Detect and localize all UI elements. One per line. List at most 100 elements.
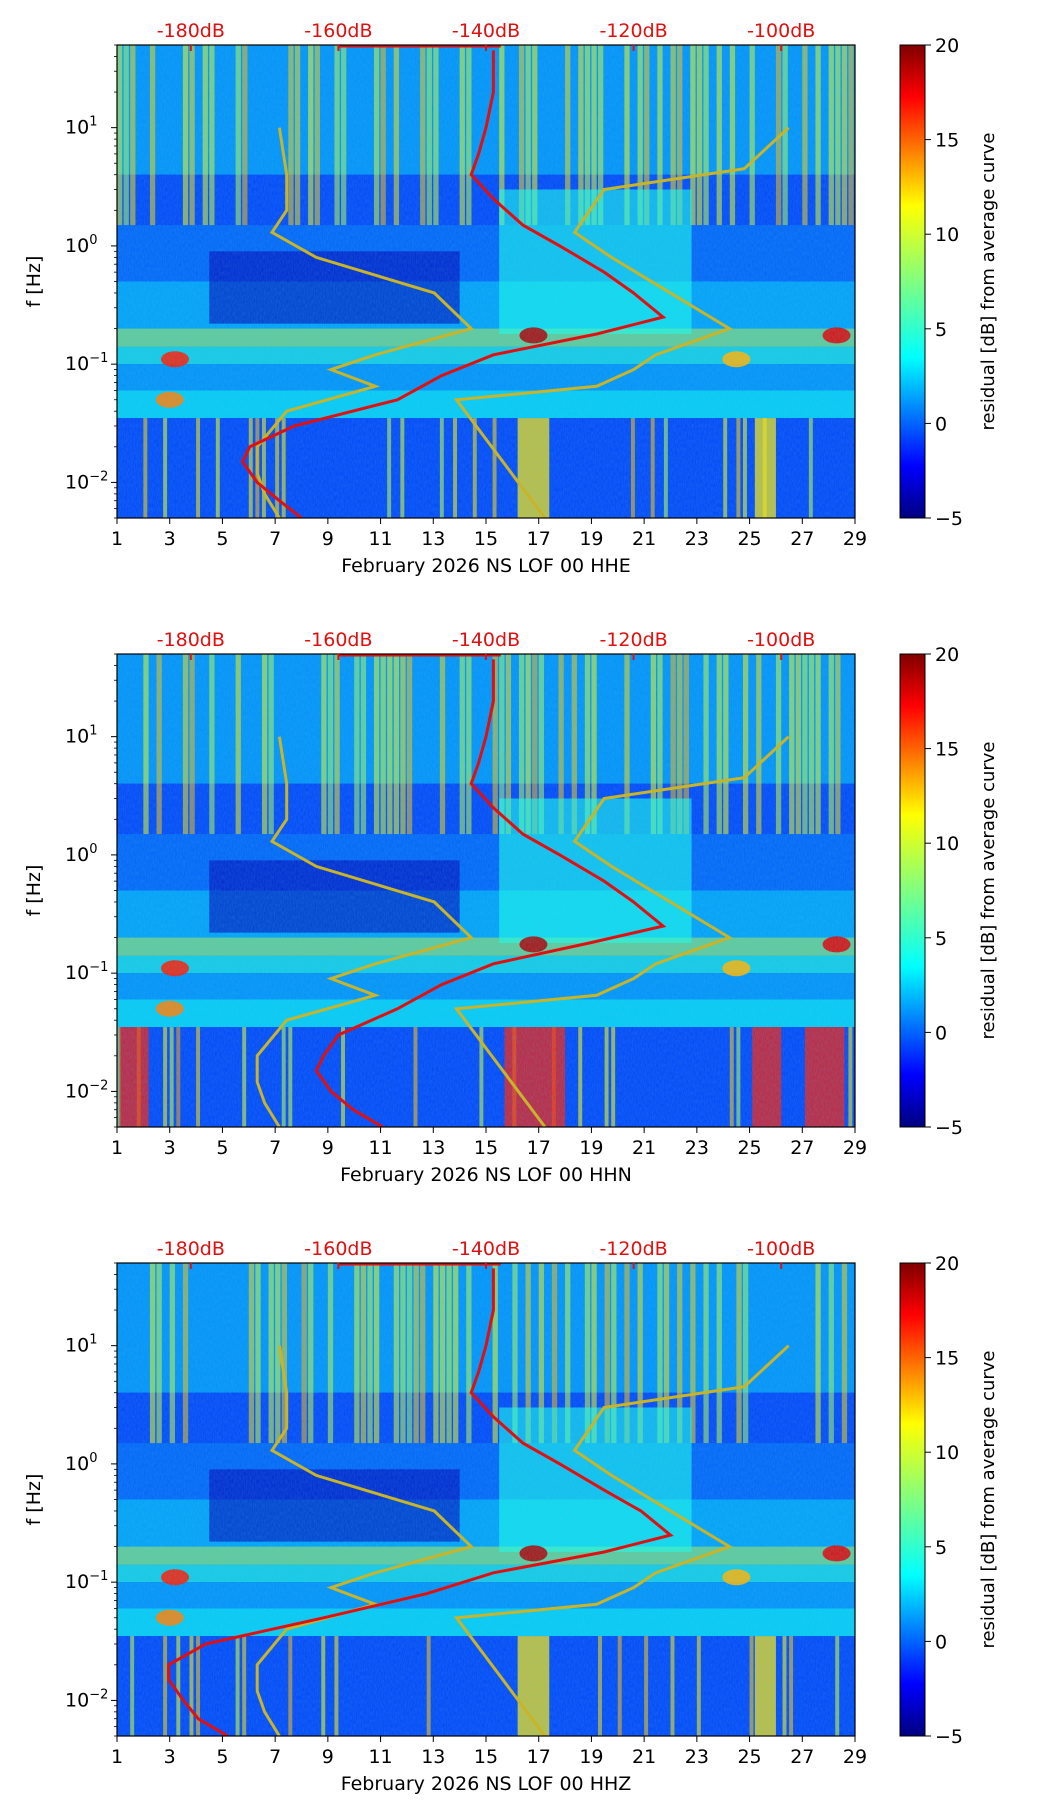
x-tick-label: 27 — [790, 1746, 814, 1768]
top-db-label: -140dB — [452, 1238, 520, 1260]
top-db-label: -100dB — [747, 1238, 815, 1260]
x-axis-label: February 2026 NS LOF 00 HHZ — [341, 1773, 632, 1795]
colorbar-label: residual [dB] from average curve — [978, 741, 999, 1039]
x-tick-label: 17 — [527, 528, 551, 550]
y-axis-label: f [Hz] — [23, 865, 45, 917]
x-tick-label: 3 — [164, 528, 176, 550]
y-tick-label: 10−1 — [65, 1569, 108, 1593]
x-axis-label: February 2026 NS LOF 00 HHE — [341, 555, 631, 577]
x-tick-label: 29 — [843, 1746, 867, 1768]
y-tick-label: 101 — [65, 1333, 97, 1357]
y-axis-label: f [Hz] — [23, 1474, 45, 1526]
x-tick-label: 21 — [632, 1746, 656, 1768]
y-tick-label: 10−1 — [65, 960, 108, 984]
colorbar-tick-label: 10 — [935, 833, 959, 855]
top-db-label: -180dB — [157, 1238, 225, 1260]
x-tick-label: 21 — [632, 528, 656, 550]
colorbar-tick-label: −5 — [935, 1117, 963, 1139]
x-tick-label: 5 — [216, 1137, 228, 1159]
x-tick-label: 5 — [216, 528, 228, 550]
colorbar-tick-label: 5 — [935, 1537, 947, 1559]
x-tick-label: 27 — [790, 528, 814, 550]
colorbar-tick-label: 15 — [935, 130, 959, 152]
colorbar-label: residual [dB] from average curve — [978, 132, 999, 430]
top-db-label: -100dB — [747, 629, 815, 651]
x-tick-label: 21 — [632, 1137, 656, 1159]
noise-model-high-curve — [453, 126, 790, 518]
spectrogram-area — [117, 654, 855, 1127]
spectrogram-area — [117, 1263, 855, 1736]
spectrogram-texture — [117, 45, 855, 518]
colorbar — [899, 1262, 926, 1737]
x-tick-label: 7 — [269, 1137, 281, 1159]
x-tick-label: 1 — [111, 1746, 123, 1768]
colorbar-tick-label: 10 — [935, 224, 959, 246]
x-tick-label: 7 — [269, 1746, 281, 1768]
colorbar-tick-label: −5 — [935, 1726, 963, 1748]
spectrogram-texture — [117, 1263, 855, 1736]
y-axis-label: f [Hz] — [23, 256, 45, 308]
x-tick-label: 23 — [685, 1746, 709, 1768]
colorbar-tick-label: 0 — [935, 413, 947, 435]
x-tick-label: 19 — [579, 1137, 603, 1159]
colorbar-tick-label: 5 — [935, 319, 947, 341]
x-tick-label: 9 — [322, 1746, 334, 1768]
x-tick-label: 9 — [322, 1137, 334, 1159]
x-tick-label: 27 — [790, 1137, 814, 1159]
median-psd-curve — [167, 1268, 674, 1736]
x-tick-label: 15 — [474, 1137, 498, 1159]
y-tick-label: 100 — [65, 1451, 97, 1475]
x-tick-label: 13 — [421, 1137, 445, 1159]
colorbar — [899, 44, 926, 519]
x-tick-label: 17 — [527, 1746, 551, 1768]
colorbar-label: residual [dB] from average curve — [978, 1350, 999, 1648]
x-tick-label: 3 — [164, 1746, 176, 1768]
x-tick-label: 29 — [843, 528, 867, 550]
top-db-label: -120dB — [599, 1238, 667, 1260]
top-db-label: -140dB — [452, 20, 520, 42]
top-db-label: -120dB — [599, 20, 667, 42]
colorbar-tick-label: 10 — [935, 1442, 959, 1464]
x-tick-label: 15 — [474, 1746, 498, 1768]
y-tick-label: 101 — [65, 115, 97, 139]
colorbar-tick-label: 15 — [935, 1348, 959, 1370]
x-tick-label: 19 — [579, 528, 603, 550]
top-db-label: -160dB — [304, 20, 372, 42]
x-tick-label: 9 — [322, 528, 334, 550]
colorbar-tick-label: 0 — [935, 1631, 947, 1653]
y-tick-label: 10−1 — [65, 351, 108, 375]
top-db-label: -100dB — [747, 20, 815, 42]
x-tick-label: 25 — [737, 1137, 761, 1159]
noise-model-low-curve — [255, 1345, 475, 1736]
noise-model-low-curve — [255, 127, 475, 518]
x-tick-label: 23 — [685, 1137, 709, 1159]
y-tick-label: 100 — [65, 842, 97, 866]
x-tick-label: 25 — [737, 1746, 761, 1768]
noise-model-high-curve — [453, 735, 790, 1127]
y-tick-label: 10−2 — [65, 1687, 108, 1711]
colorbar-tick-label: 15 — [935, 739, 959, 761]
colorbar-tick-label: 20 — [935, 1253, 959, 1275]
median-psd-curve — [314, 659, 667, 1127]
y-tick-label: 10−2 — [65, 1078, 108, 1102]
colorbar — [899, 653, 926, 1128]
x-tick-label: 17 — [527, 1137, 551, 1159]
x-tick-label: 11 — [368, 1746, 392, 1768]
y-tick-label: 100 — [65, 233, 97, 257]
noise-model-high-curve — [453, 1344, 790, 1736]
x-tick-label: 13 — [421, 1746, 445, 1768]
x-tick-label: 25 — [737, 528, 761, 550]
colorbar-tick-label: −5 — [935, 508, 963, 530]
spectrogram-area — [117, 45, 855, 518]
median-psd-curve — [240, 50, 667, 518]
x-axis-label: February 2026 NS LOF 00 HHN — [340, 1164, 632, 1186]
top-db-label: -180dB — [157, 20, 225, 42]
x-tick-label: 1 — [111, 1137, 123, 1159]
top-db-label: -140dB — [452, 629, 520, 651]
y-tick-label: 10−2 — [65, 469, 108, 493]
x-tick-label: 1 — [111, 528, 123, 550]
x-tick-label: 23 — [685, 528, 709, 550]
spectrogram-texture — [117, 654, 855, 1127]
